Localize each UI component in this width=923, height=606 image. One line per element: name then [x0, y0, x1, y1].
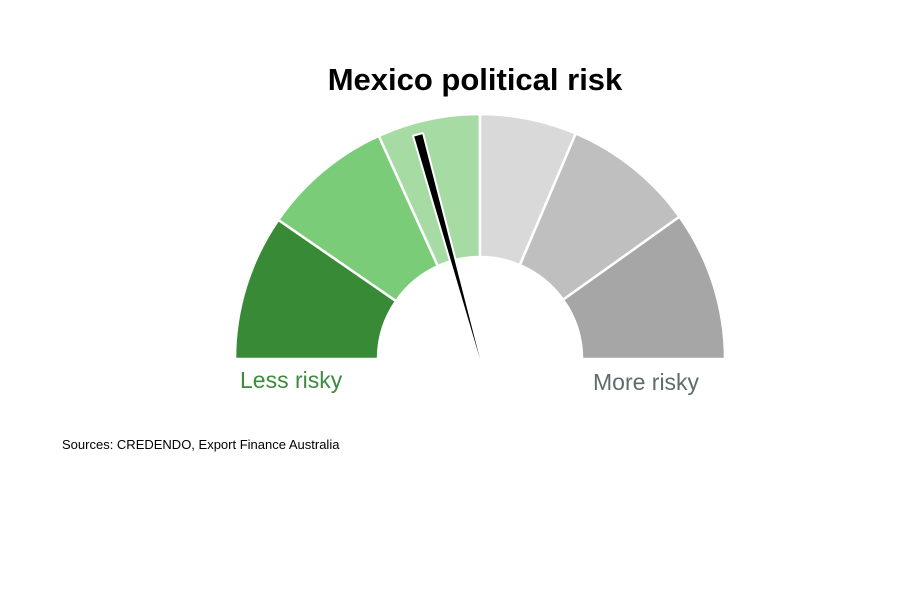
gauge-needle	[414, 134, 480, 359]
chart-title: Mexico political risk	[327, 62, 623, 97]
gauge-needle-group	[412, 132, 482, 361]
source-note: Sources: CREDENDO, Export Finance Austra…	[62, 437, 340, 452]
more-risky-label: More risky	[593, 369, 700, 395]
gauge-segment-6	[561, 214, 727, 361]
gauge-segments	[233, 112, 727, 361]
less-risky-label: Less risky	[240, 367, 343, 393]
